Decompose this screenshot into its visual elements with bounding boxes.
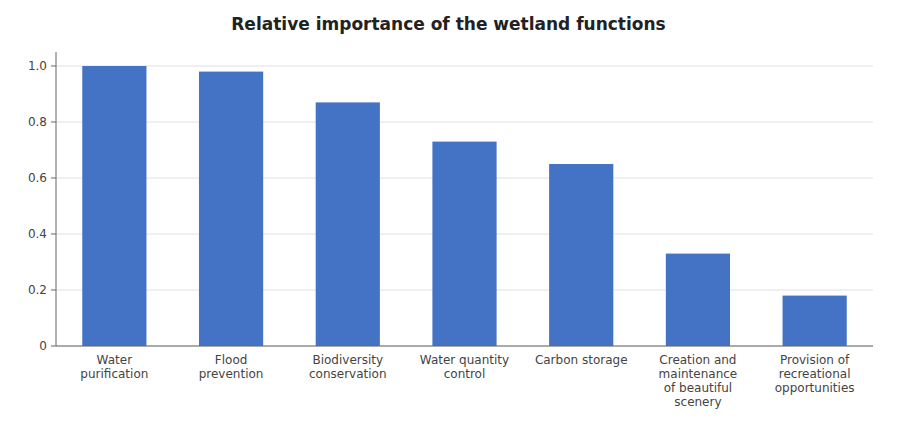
bar (199, 72, 263, 346)
x-tick-label: Waterpurification (80, 353, 148, 381)
x-tick-label: Water quantitycontrol (420, 353, 509, 381)
y-tick (51, 234, 56, 235)
grid-line (56, 122, 873, 123)
bar (82, 66, 146, 346)
bar (432, 142, 496, 346)
bar (666, 254, 730, 346)
chart-svg: Relative importance of the wetland funct… (0, 0, 897, 426)
grid (56, 66, 873, 346)
y-tick (51, 122, 56, 123)
x-tick-label: Floodprevention (199, 353, 264, 381)
chart-container: Relative importance of the wetland funct… (0, 0, 897, 426)
y-tick-label: 0.6 (28, 171, 47, 185)
y-tick (51, 346, 56, 347)
x-axis: Waterpurification Floodprevention Biodiver… (56, 346, 873, 409)
y-tick (51, 178, 56, 179)
y-axis: 0 0.2 0.4 0.6 0.8 1.0 (28, 52, 56, 353)
x-tick-label: Provision ofrecreationalopportunities (775, 353, 855, 395)
bar (783, 296, 847, 346)
bar (316, 102, 380, 346)
y-axis-line (56, 52, 57, 346)
chart-title: Relative importance of the wetland funct… (231, 14, 665, 34)
x-tick-label: Creation andmaintenanceof beautifulscene… (659, 353, 738, 409)
bar (549, 164, 613, 346)
y-tick (51, 290, 56, 291)
grid-line (56, 346, 873, 347)
y-tick-label: 0.8 (28, 115, 47, 129)
x-tick-label: Biodiversityconservation (309, 353, 387, 381)
grid-line (56, 66, 873, 67)
x-tick-label: Carbon storage (535, 353, 628, 367)
y-tick-label: 1.0 (28, 59, 47, 73)
x-axis-line (56, 346, 873, 347)
y-tick-label: 0 (39, 339, 47, 353)
y-tick-label: 0.2 (28, 283, 47, 297)
y-tick-label: 0.4 (28, 227, 47, 241)
y-tick (51, 66, 56, 67)
bars (82, 66, 846, 346)
